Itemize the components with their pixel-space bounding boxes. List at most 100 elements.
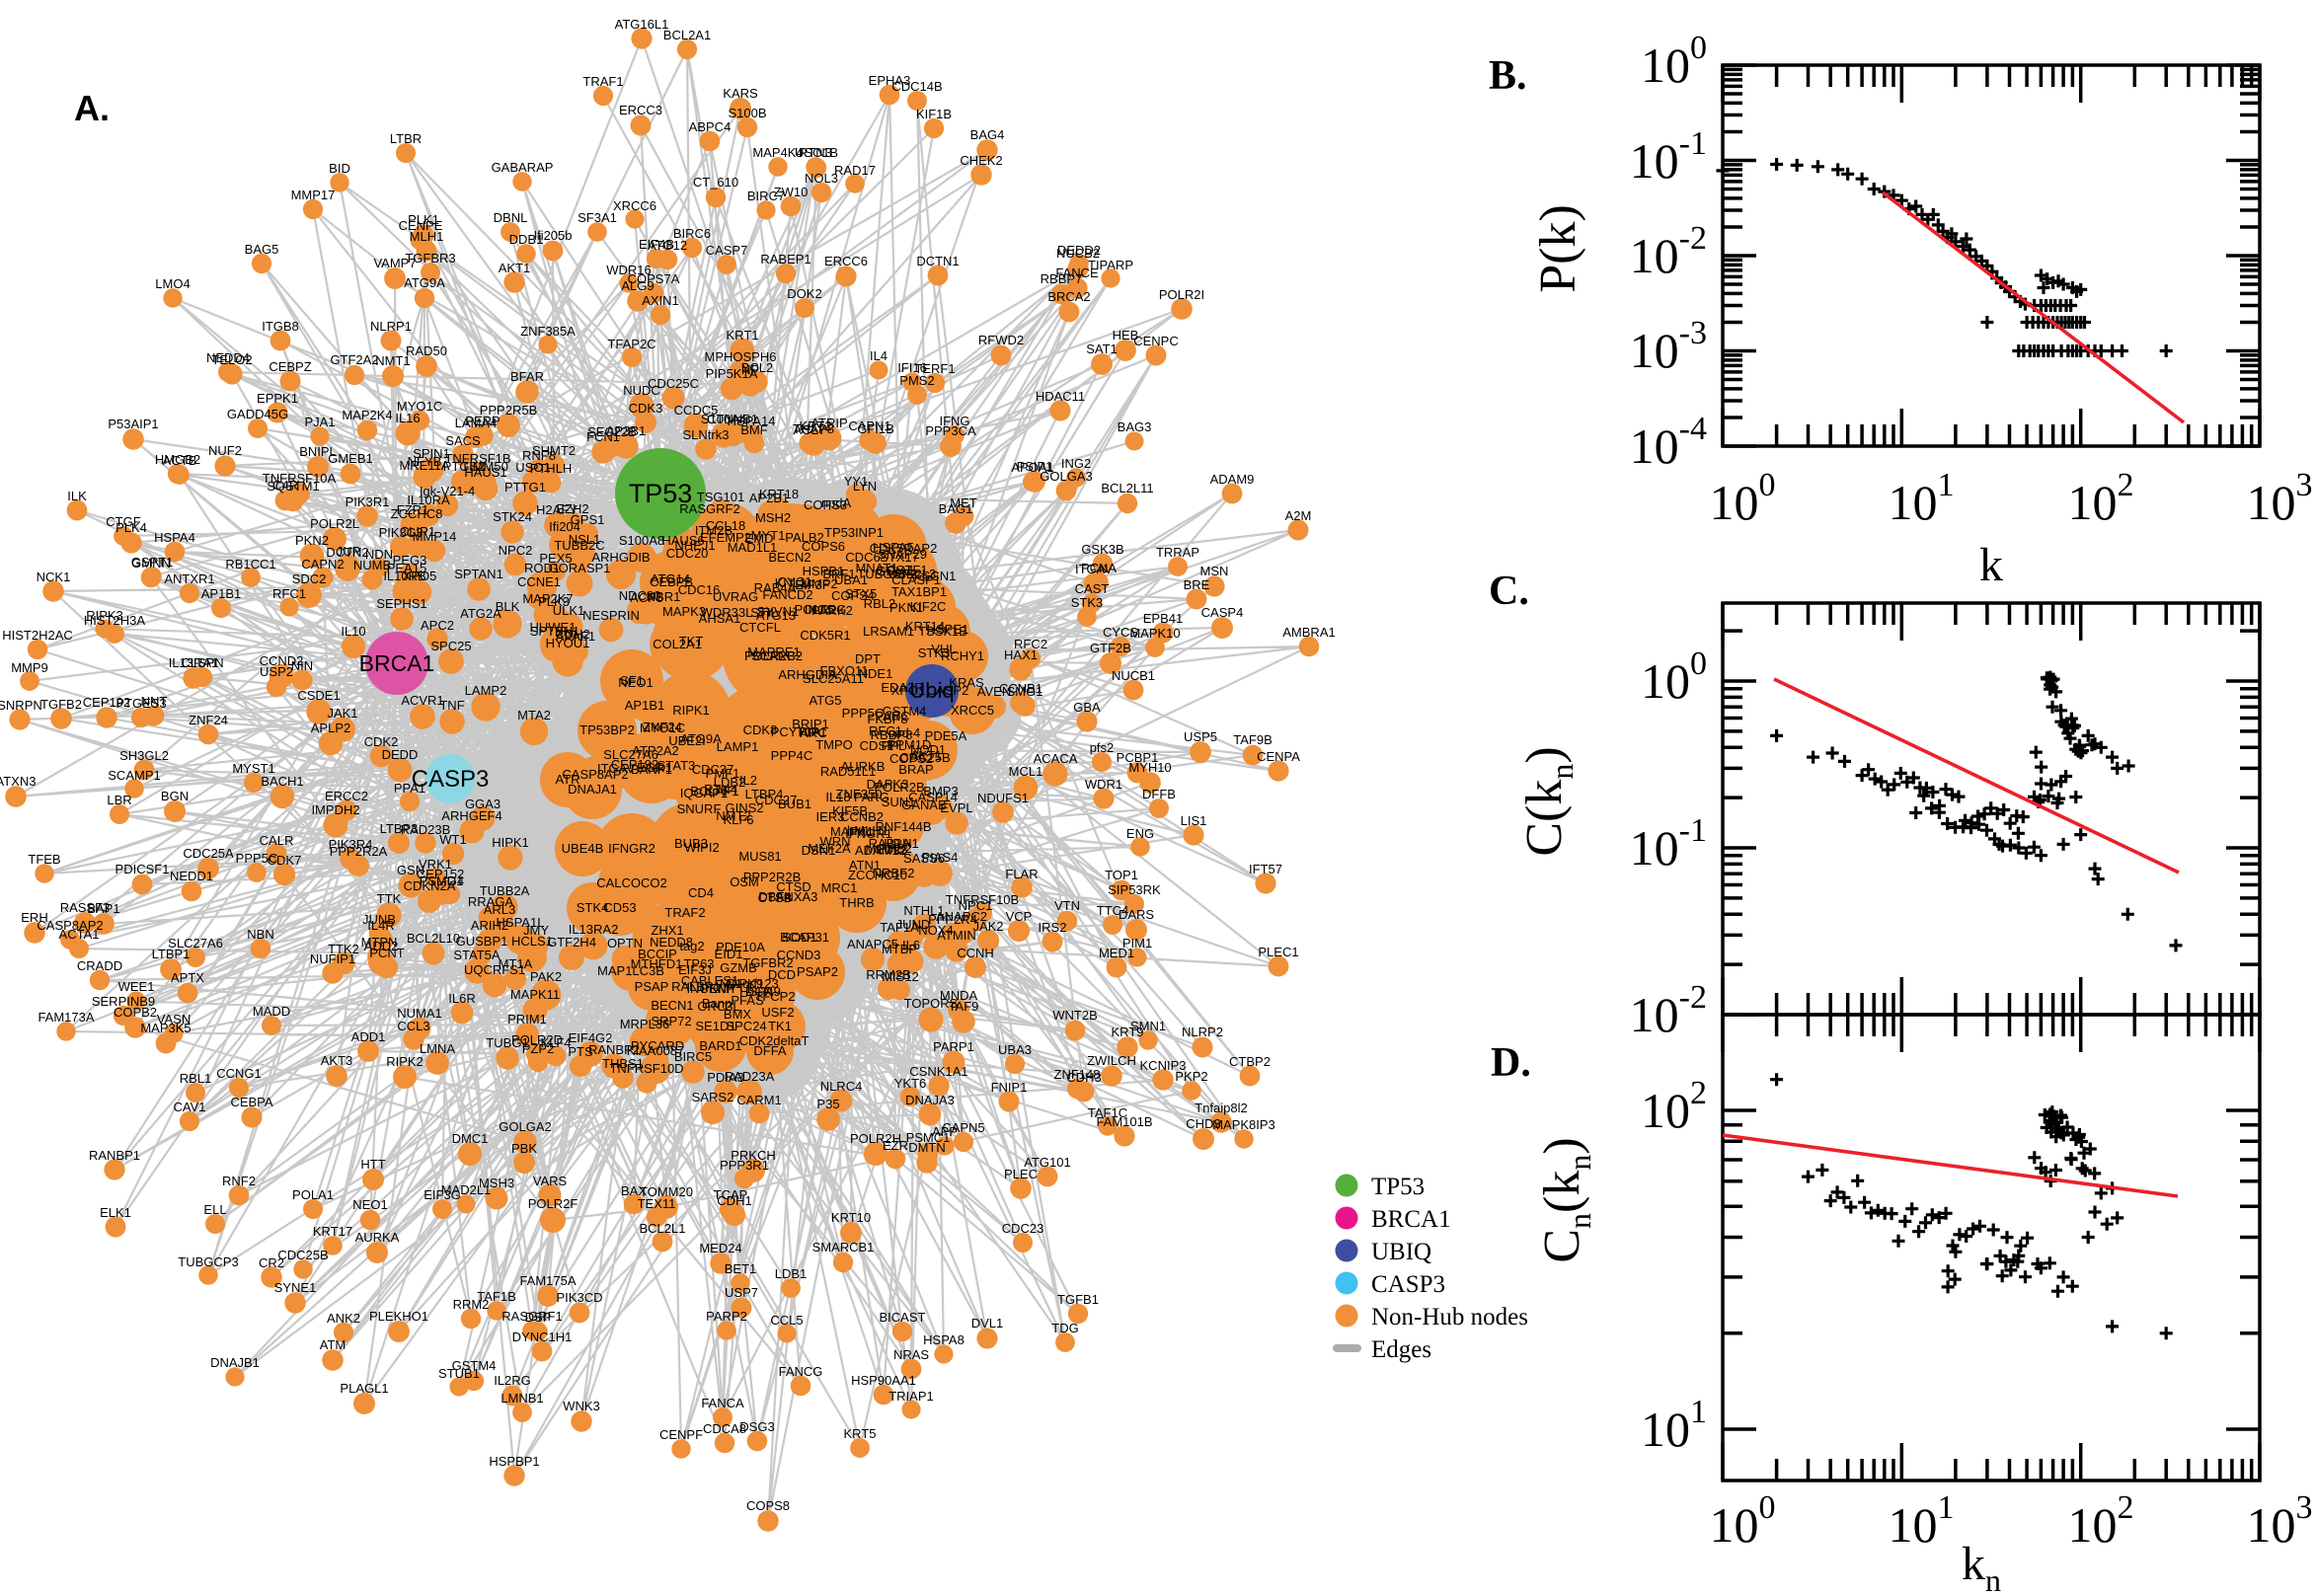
svg-text:MLH1: MLH1	[410, 229, 444, 244]
svg-text:STX17: STX17	[880, 550, 919, 565]
svg-text:PPP3R1: PPP3R1	[720, 1158, 769, 1173]
svg-text:DOK2: DOK2	[787, 286, 821, 301]
svg-text:ACLY: ACLY	[794, 422, 826, 437]
svg-text:CASP14: CASP14	[908, 790, 958, 804]
svg-text:KARS: KARS	[723, 86, 758, 101]
svg-text:CCDC5: CCDC5	[674, 403, 719, 418]
svg-text:ING2: ING2	[1061, 456, 1091, 471]
svg-text:KRT5: KRT5	[844, 1426, 877, 1441]
svg-text:PPP2R5B: PPP2R5B	[480, 403, 538, 418]
svg-text:RASGRF1: RASGRF1	[502, 1309, 562, 1324]
svg-text:FANCA: FANCA	[701, 1396, 744, 1410]
svg-text:TRAF2: TRAF2	[664, 905, 705, 920]
svg-text:ADD1: ADD1	[351, 1029, 386, 1044]
svg-text:CCNB2: CCNB2	[840, 809, 884, 824]
svg-text:ANK2: ANK2	[327, 1311, 360, 1326]
svg-text:JUNB: JUNB	[362, 912, 396, 927]
svg-text:ATG2A: ATG2A	[460, 606, 502, 621]
svg-text:ABPC4: ABPC4	[689, 119, 732, 134]
svg-text:STK3: STK3	[918, 646, 951, 660]
svg-text:PKN2: PKN2	[295, 533, 329, 548]
svg-text:PTS: PTS	[568, 1044, 593, 1059]
svg-text:CAPN5: CAPN5	[942, 1120, 984, 1135]
svg-text:RRM2: RRM2	[453, 1297, 490, 1312]
svg-text:STAT3: STAT3	[657, 758, 696, 773]
svg-text:SNAP29: SNAP29	[878, 547, 927, 562]
svg-text:TUBGCP2: TUBGCP2	[857, 567, 917, 581]
svg-text:TRRAP: TRRAP	[1156, 545, 1199, 560]
svg-text:BID: BID	[329, 161, 350, 176]
svg-text:DFFA: DFFA	[753, 1043, 787, 1058]
svg-text:SIP53RK: SIP53RK	[1108, 882, 1161, 897]
svg-text:PDIA3: PDIA3	[707, 1070, 744, 1085]
svg-text:ALG9: ALG9	[621, 278, 654, 293]
svg-text:MMP2: MMP2	[801, 576, 838, 591]
svg-text:ROD1: ROD1	[524, 561, 560, 575]
svg-text:STAT5A: STAT5A	[453, 948, 501, 962]
svg-text:EDA2R: EDA2R	[881, 680, 923, 695]
svg-text:Ubiq: Ubiq	[909, 678, 954, 703]
svg-text:CSNK1A1: CSNK1A1	[909, 1064, 967, 1079]
svg-text:APP: APP	[932, 1124, 958, 1139]
svg-text:BAX: BAX	[621, 1183, 647, 1198]
svg-text:ATG101: ATG101	[1024, 1155, 1070, 1170]
svg-text:APTX: APTX	[171, 970, 204, 985]
svg-text:RAD51L1: RAD51L1	[820, 764, 876, 779]
svg-text:NPC1: NPC1	[959, 898, 993, 913]
svg-text:IMPDH2: IMPDH2	[311, 802, 359, 817]
svg-text:RFC1: RFC1	[869, 723, 902, 738]
svg-text:BMF: BMF	[740, 422, 768, 437]
svg-text:NEDD4: NEDD4	[206, 350, 250, 365]
svg-text:POLR2I: POLR2I	[1159, 287, 1204, 302]
svg-text:RRAGA: RRAGA	[468, 894, 514, 909]
svg-text:CDK3: CDK3	[629, 401, 663, 416]
svg-text:GPS1: GPS1	[571, 512, 605, 527]
svg-text:FCN1: FCN1	[586, 429, 620, 444]
svg-text:HSPA4: HSPA4	[154, 530, 195, 545]
svg-text:NSL1: NSL1	[569, 532, 601, 547]
svg-text:DSN1: DSN1	[802, 843, 836, 858]
svg-text:HIST2H2AC: HIST2H2AC	[2, 628, 73, 643]
svg-text:GOLGA3: GOLGA3	[1040, 469, 1092, 484]
svg-text:PZP2: PZP2	[522, 1041, 555, 1056]
svg-text:RIPK2: RIPK2	[386, 1054, 424, 1069]
svg-text:PPM1D: PPM1D	[888, 737, 932, 752]
svg-text:DSP: DSP	[525, 1310, 552, 1325]
svg-text:SLC25A11: SLC25A11	[803, 671, 864, 686]
svg-text:SYVN1: SYVN1	[757, 604, 800, 619]
svg-text:FNIP1: FNIP1	[991, 1080, 1028, 1095]
svg-text:FBXO11: FBXO11	[820, 663, 869, 678]
svg-text:ZWILCH: ZWILCH	[1087, 1053, 1136, 1068]
svg-text:GMEB1: GMEB1	[328, 451, 373, 466]
svg-text:DARS: DARS	[1119, 907, 1154, 922]
svg-text:EPHA3: EPHA3	[869, 73, 911, 88]
svg-text:WDR33L: WDR33L	[701, 605, 753, 620]
svg-text:NRAS: NRAS	[893, 1347, 929, 1362]
svg-text:NUMA1: NUMA1	[397, 1006, 442, 1021]
svg-text:NEO1: NEO1	[352, 1197, 387, 1212]
svg-text:HEB: HEB	[1113, 328, 1139, 342]
svg-text:HSPA1L: HSPA1L	[497, 915, 545, 930]
svg-text:DCTN2: DCTN2	[326, 545, 368, 560]
svg-text:ZW10: ZW10	[774, 185, 809, 199]
svg-text:BNIPL: BNIPL	[299, 444, 337, 459]
svg-text:KIAA0087: KIAA0087	[627, 1043, 685, 1058]
svg-text:ANXA3: ANXA3	[776, 889, 818, 904]
svg-text:IFT57: IFT57	[1249, 862, 1282, 876]
svg-text:AKT3: AKT3	[321, 1053, 353, 1068]
svg-text:MADD: MADD	[253, 1004, 290, 1019]
svg-text:CR2: CR2	[259, 1255, 284, 1270]
svg-text:VTN: VTN	[1054, 898, 1080, 913]
svg-text:IL16: IL16	[395, 411, 420, 425]
svg-text:PARP2: PARP2	[706, 1309, 747, 1324]
svg-text:PFAS: PFAS	[731, 993, 764, 1008]
svg-text:CDC23: CDC23	[1002, 1221, 1044, 1236]
svg-text:MSH3: MSH3	[479, 1176, 514, 1190]
svg-text:MMP9: MMP9	[11, 660, 48, 675]
svg-text:WNK3: WNK3	[563, 1399, 600, 1413]
svg-text:RBBP7: RBBP7	[1041, 271, 1083, 286]
svg-text:SAT1: SAT1	[1086, 342, 1118, 356]
svg-text:ZNF24: ZNF24	[643, 720, 682, 734]
svg-text:NUF2: NUF2	[208, 443, 242, 458]
svg-text:XPO5: XPO5	[403, 569, 437, 583]
